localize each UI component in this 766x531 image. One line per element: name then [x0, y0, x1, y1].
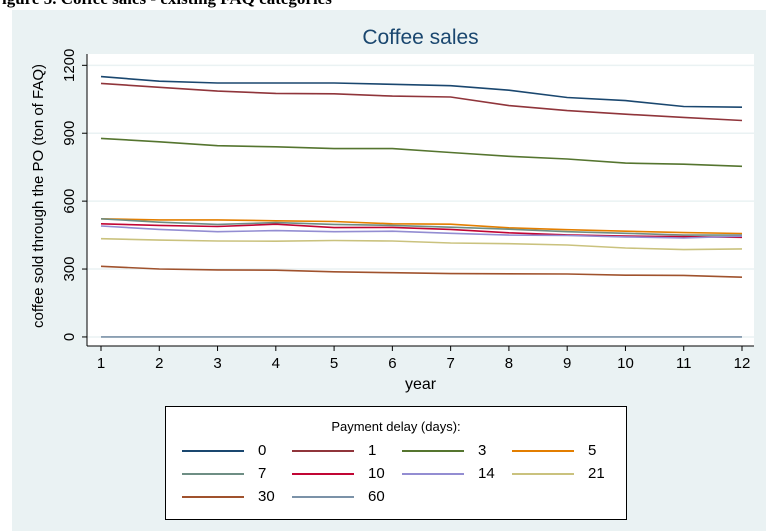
legend-entry-10: 10: [292, 464, 402, 483]
legend-swatch: [182, 472, 244, 475]
series-line-21: [100, 237, 743, 251]
legend-swatch: [182, 495, 244, 498]
chart-legend: Payment delay (days): 0 1 3 5 7 10 14 21 30 60: [165, 406, 627, 520]
series-line-10: [100, 223, 743, 239]
y-tick-label: 1200: [61, 49, 78, 82]
plot-area: [87, 54, 754, 346]
legend-entry-0: 0: [182, 441, 292, 460]
series-line-1: [100, 82, 743, 122]
legend-entry-14: 14: [402, 464, 512, 483]
series-line-14: [100, 225, 743, 239]
x-axis-title: year: [405, 376, 437, 393]
legend-swatch: [292, 449, 354, 452]
y-tick-label: 900: [61, 121, 78, 146]
legend-entry-7: 7: [182, 464, 292, 483]
legend-swatch: [402, 449, 464, 452]
y-tick-label: 600: [61, 189, 78, 214]
x-tick-label: 10: [617, 355, 634, 372]
x-tick-label: 2: [155, 355, 163, 372]
figure-caption: igure 5. Coffee sales - existing FAQ cat…: [2, 0, 762, 9]
legend-swatch: [292, 495, 354, 498]
legend-label: 30: [258, 488, 275, 505]
legend-swatch: [512, 472, 574, 475]
y-tick-label: 300: [61, 257, 78, 282]
legend-label: 3: [478, 442, 487, 459]
chart-title: Coffee sales: [362, 26, 478, 49]
legend-label: 10: [368, 465, 385, 482]
legend-entry-60: 60: [292, 487, 402, 506]
legend-swatch: [512, 449, 574, 452]
series-line-0: [100, 75, 743, 108]
y-tick-label: 0: [61, 333, 78, 341]
legend-label: 7: [258, 465, 267, 482]
series-line-7: [100, 218, 742, 236]
x-tick-label: 12: [734, 355, 751, 372]
legend-title: Payment delay (days):: [331, 419, 461, 434]
x-tick-label: 9: [563, 355, 571, 372]
legend-label: 60: [368, 488, 385, 505]
legend-entry-21: 21: [512, 464, 622, 483]
x-tick-label: 6: [388, 355, 396, 372]
x-tick-label: 1: [97, 355, 105, 372]
y-axis-title: coffee sold through the PO (ton of FAQ): [30, 64, 47, 328]
series-line-3: [100, 137, 743, 168]
chart-figure: 0 300 600 900 1200 1 2 3 4 5 6 7 8 9 10 11 12 Coffee sale…: [12, 10, 766, 531]
legend-swatch: [402, 472, 464, 475]
legend-entry-30: 30: [182, 487, 292, 506]
series-line-30: [100, 265, 743, 278]
legend-swatch: [292, 472, 354, 475]
legend-label: 14: [478, 465, 495, 482]
series-line-5: [100, 218, 743, 235]
x-tick-label: 7: [446, 355, 454, 372]
x-tick-label: 3: [213, 355, 221, 372]
legend-entries: 0 1 3 5 7 10 14 21 30 60: [182, 441, 622, 506]
legend-entry-3: 3: [402, 441, 512, 460]
legend-label: 1: [368, 442, 377, 459]
legend-label: 5: [588, 442, 597, 459]
x-tick-label: 8: [505, 355, 513, 372]
legend-label: 0: [258, 442, 267, 459]
x-tick-label: 5: [330, 355, 338, 372]
legend-entry-1: 1: [292, 441, 402, 460]
x-tick-label: 4: [272, 355, 280, 372]
legend-swatch: [182, 449, 244, 452]
legend-entry-5: 5: [512, 441, 622, 460]
legend-label: 21: [588, 465, 605, 482]
x-tick-label: 11: [676, 355, 692, 372]
